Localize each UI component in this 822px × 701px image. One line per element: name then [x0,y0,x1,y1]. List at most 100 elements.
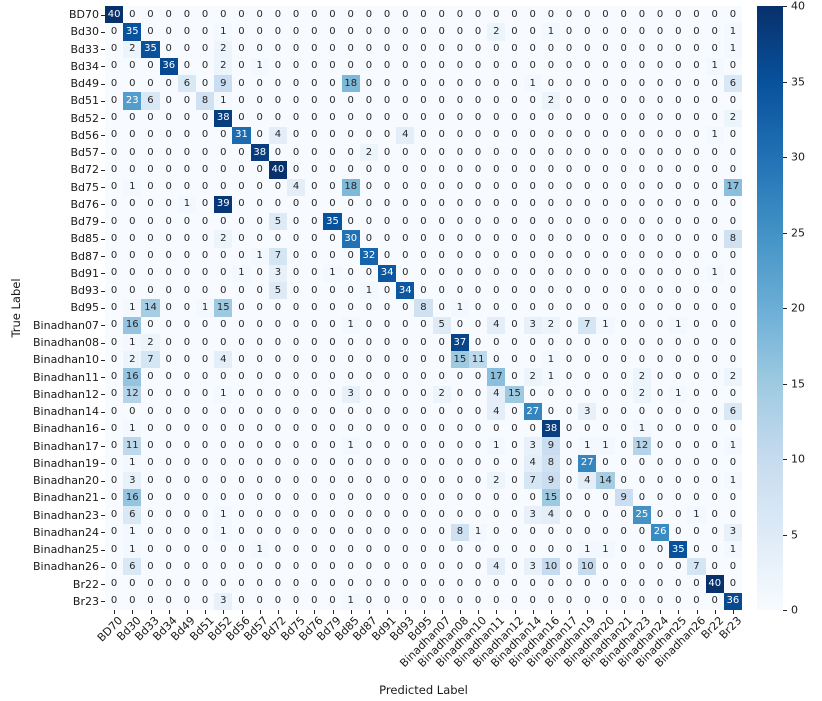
heatmap-cell: 0 [250,195,269,214]
heatmap-cell: 0 [432,247,451,265]
heatmap-cell: 0 [159,316,178,334]
heatmap-cell: 0 [450,489,469,507]
heatmap-cell: 0 [159,351,178,369]
heatmap-cell: 0 [287,523,306,541]
heatmap-cell: 0 [632,489,651,507]
heatmap-cell: 0 [214,316,233,334]
heatmap-cell: 0 [196,333,215,352]
heatmap-cell: 0 [341,489,360,507]
heatmap-cell: 0 [250,264,269,283]
heatmap-cell: 0 [432,471,451,490]
heatmap-cell: 0 [487,126,506,145]
heatmap-cell: 0 [214,471,233,490]
heatmap-cell: 0 [705,282,724,300]
heatmap-cell: 0 [359,264,378,283]
heatmap-cell: 0 [305,40,324,58]
y-tick-mark [101,515,105,517]
heatmap-cell: 2 [123,40,142,58]
heatmap-cell: 0 [141,282,160,300]
heatmap-cell: 26 [651,523,670,541]
heatmap-cell: 0 [560,92,579,110]
heatmap-cell: 0 [669,178,688,196]
heatmap-cell: 0 [359,213,378,231]
heatmap-cell: 0 [450,540,469,559]
heatmap-cell: 0 [560,454,579,472]
heatmap-cell: 0 [414,40,433,58]
heatmap-cell: 0 [287,6,306,24]
heatmap-cell: 0 [632,92,651,110]
y-tick-mark [101,135,105,137]
heatmap-cell: 0 [378,247,397,265]
heatmap-cell: 0 [287,316,306,334]
heatmap-cell: 0 [487,6,506,24]
heatmap-cell: 0 [323,489,342,507]
heatmap-cell: 0 [651,126,670,145]
heatmap-cell: 0 [669,333,688,352]
heatmap-cell: 0 [505,316,524,334]
heatmap-cell: 0 [560,57,579,76]
heatmap-cell: 0 [651,316,670,334]
y-tick-label: Bd56 [70,128,99,142]
heatmap-cell: 0 [651,333,670,352]
x-tick-mark [696,610,698,614]
heatmap-cell: 0 [614,92,633,110]
colorbar-tick-mark [783,534,787,536]
heatmap-cell: 0 [505,247,524,265]
heatmap-cell: 0 [469,57,488,76]
heatmap-cell: 0 [669,109,688,127]
heatmap-cell: 0 [450,6,469,24]
heatmap-cell: 0 [268,40,287,58]
heatmap-cell: 0 [232,437,251,455]
heatmap-cell: 0 [268,523,287,541]
heatmap-cell: 0 [669,489,688,507]
heatmap-cell: 2 [359,144,378,162]
heatmap-cell: 0 [177,506,196,524]
heatmap-cell: 0 [159,540,178,559]
heatmap-cell: 0 [669,195,688,214]
heatmap-cell: 0 [414,144,433,162]
heatmap-cell: 0 [669,575,688,593]
heatmap-cell: 0 [523,57,542,76]
heatmap-cell: 0 [105,558,124,576]
heatmap-cell: 1 [723,40,742,58]
heatmap-cell: 0 [723,420,742,438]
heatmap-cell: 0 [177,92,196,110]
heatmap-cell: 0 [232,109,251,127]
heatmap-cell: 0 [396,178,415,196]
colorbar-tick-mark [783,6,787,7]
heatmap-cell: 0 [487,575,506,593]
heatmap-cell: 0 [432,592,451,610]
heatmap-cell: 0 [596,109,615,127]
heatmap-cell: 0 [214,282,233,300]
heatmap-cell: 0 [669,92,688,110]
heatmap-cell: 4 [541,506,560,524]
x-tick-mark [459,610,461,614]
heatmap-cell: 0 [523,6,542,24]
heatmap-cell: 0 [651,178,670,196]
heatmap-cell: 0 [669,437,688,455]
heatmap-cell: 0 [105,489,124,507]
heatmap-cell: 0 [268,195,287,214]
heatmap-cell: 0 [141,506,160,524]
heatmap-cell: 17 [487,368,506,386]
heatmap-cell: 0 [287,299,306,317]
heatmap-cell: 0 [632,351,651,369]
heatmap-cell: 0 [560,230,579,248]
heatmap-cell: 0 [159,75,178,93]
heatmap-cell: 0 [287,558,306,576]
heatmap-cell: 0 [505,178,524,196]
y-tick-label: Bd72 [70,163,99,177]
heatmap-cell: 0 [323,161,342,179]
y-tick-label: Bd33 [70,42,99,56]
heatmap-cell: 0 [469,6,488,24]
heatmap-cell: 0 [214,144,233,162]
heatmap-cell: 0 [141,575,160,593]
heatmap-cell: 0 [341,195,360,214]
y-tick-label: Binadhan17 [33,439,99,453]
heatmap-cell: 0 [214,454,233,472]
heatmap-cell: 2 [123,351,142,369]
heatmap-cell: 0 [323,333,342,352]
heatmap-cell: 0 [196,558,215,576]
heatmap-cell: 0 [651,92,670,110]
heatmap-cell: 0 [596,161,615,179]
